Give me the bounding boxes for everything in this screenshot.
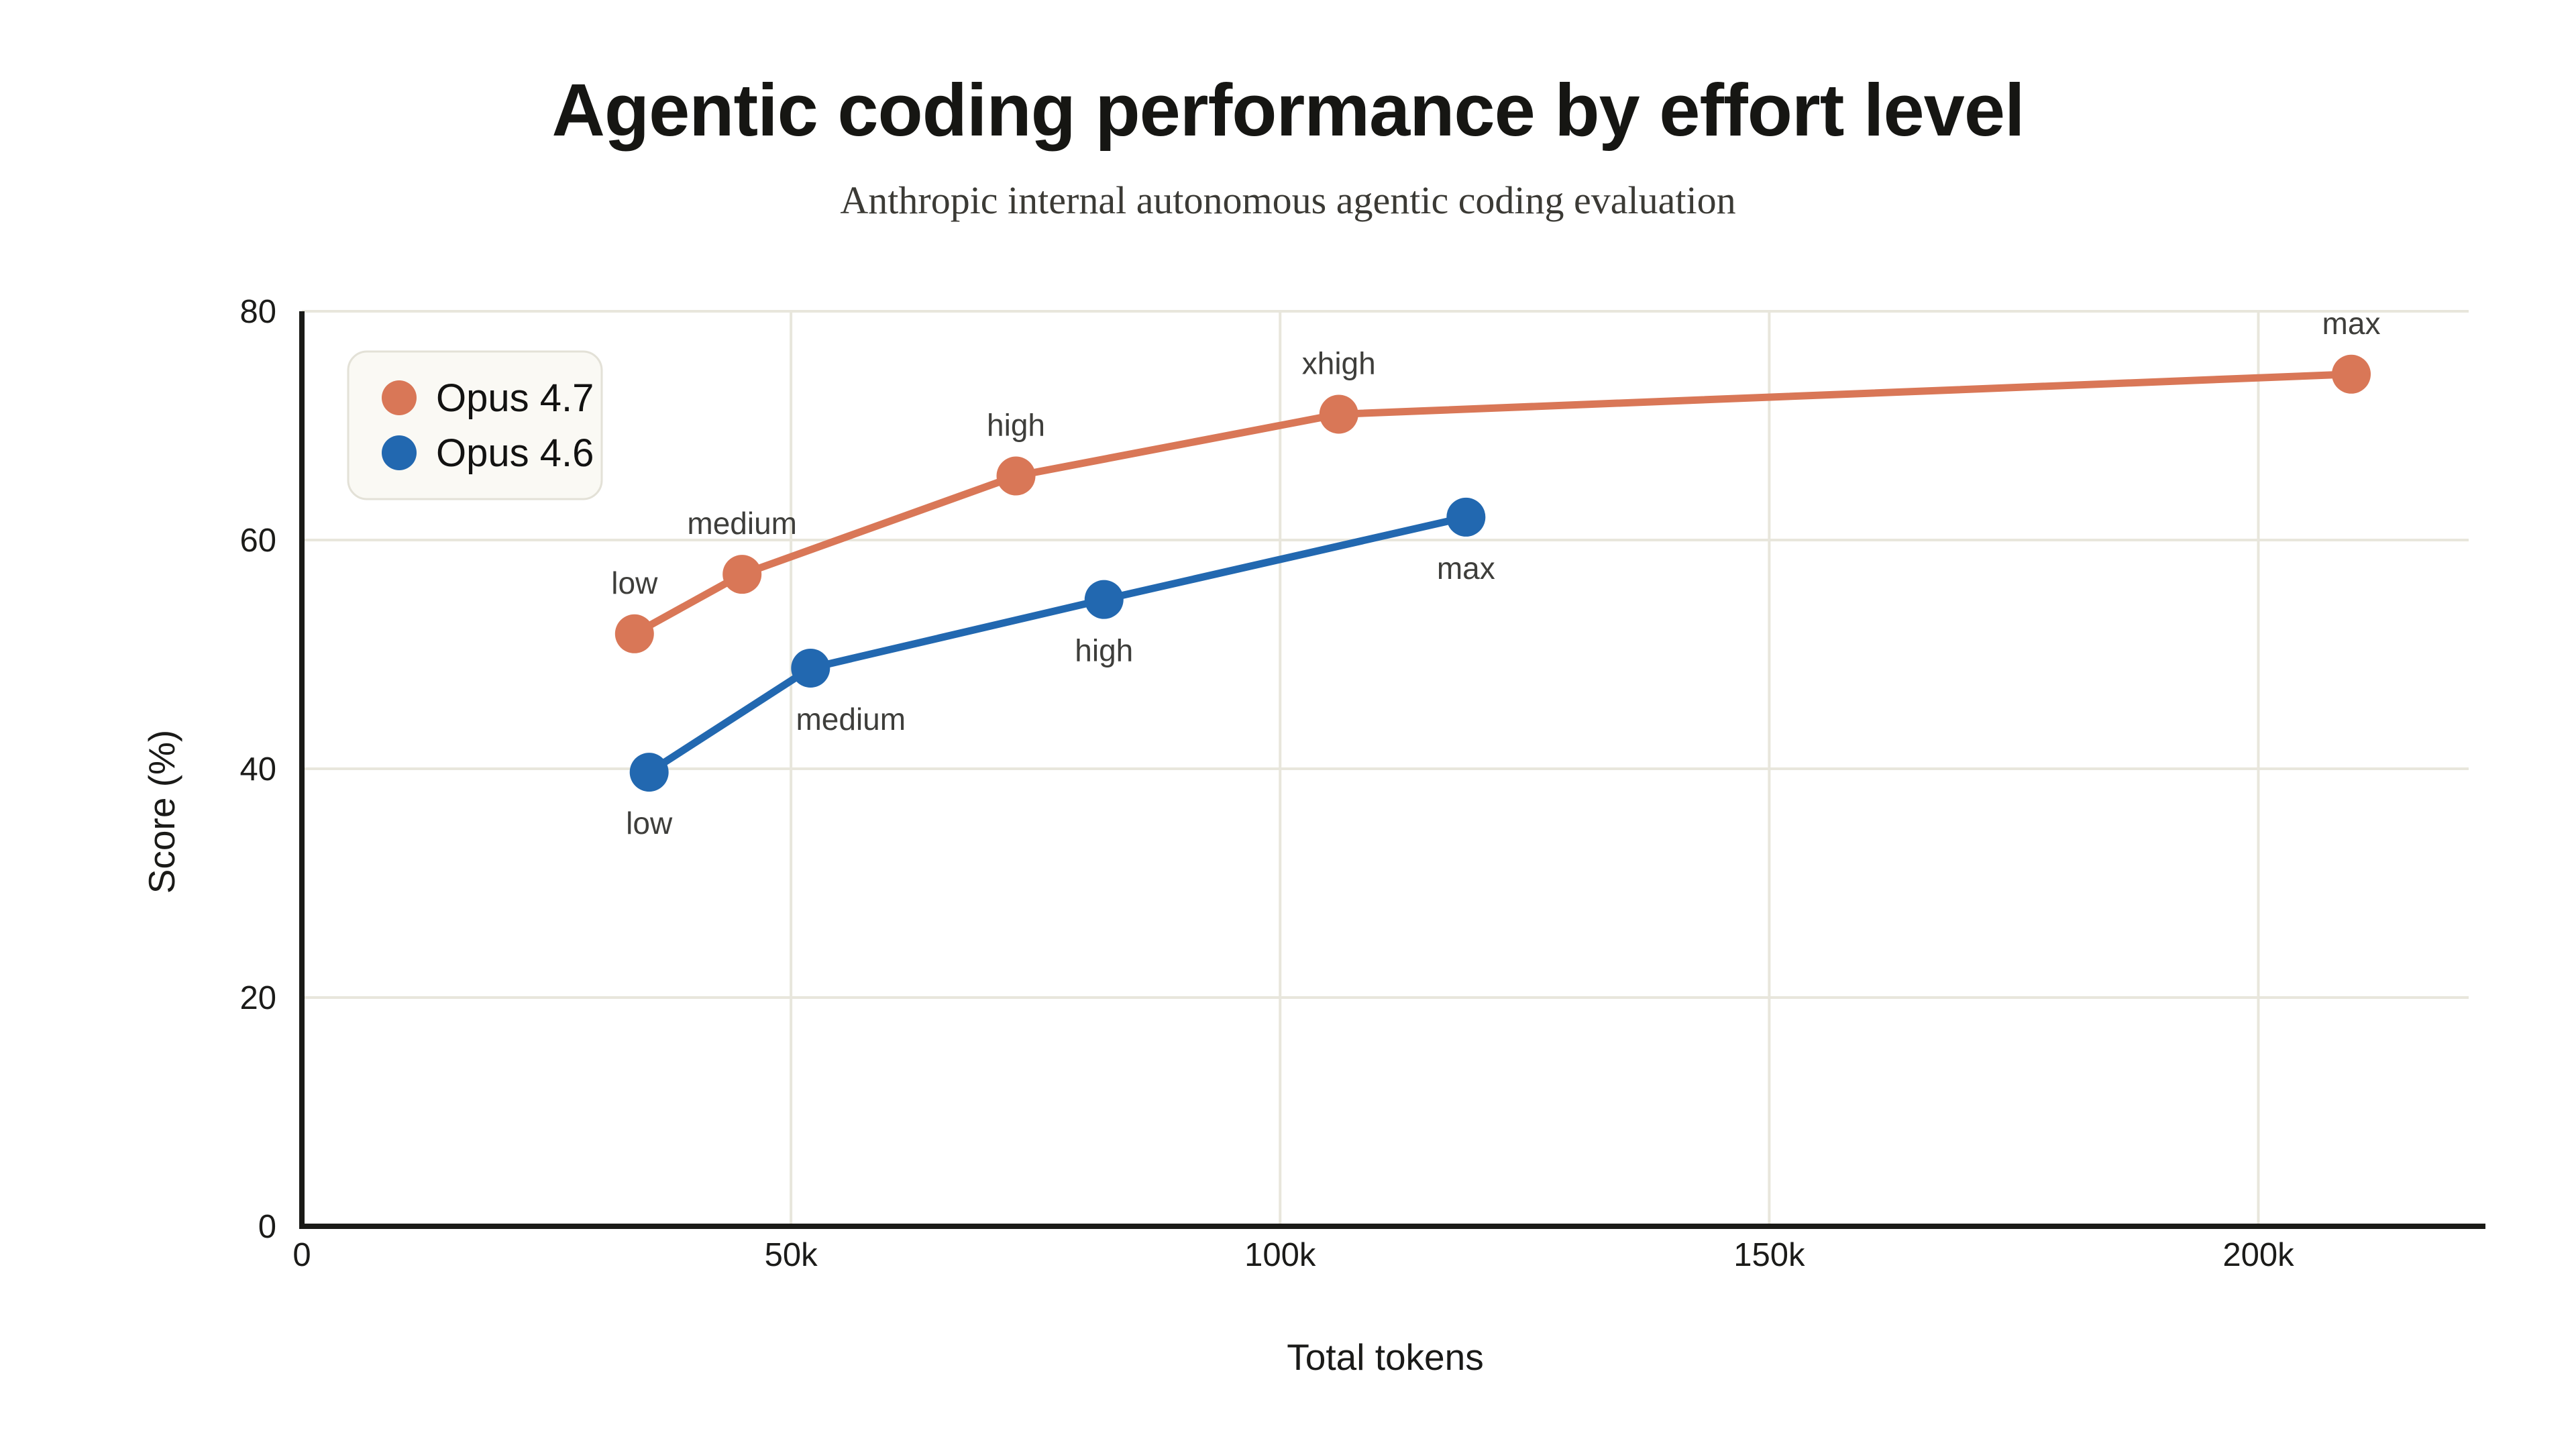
x-tick-label-50k: 50k (765, 1237, 818, 1273)
point-label-opus-4-6-high: high (1075, 633, 1133, 668)
x-axis-title: Total tokens (1287, 1336, 1484, 1378)
data-point-opus-4-6-max (1446, 497, 1486, 537)
data-point-opus-4-7-high (996, 456, 1036, 496)
data-point-opus-4-6-high (1084, 580, 1124, 619)
gridlines (302, 310, 2469, 1226)
data-point-opus-4-6-medium (791, 648, 830, 688)
legend-swatch-opus-4-6 (382, 435, 417, 470)
axis-spines (299, 311, 2485, 1229)
x-tick-label-200k: 200k (2222, 1237, 2294, 1273)
y-tick-label-80: 80 (239, 294, 276, 330)
y-axis-title: Score (%) (141, 730, 182, 894)
y-tick-label-40: 40 (239, 751, 276, 788)
x-tick-label-150k: 150k (1733, 1237, 1805, 1273)
point-label-opus-4-7-xhigh: xhigh (1302, 345, 1376, 380)
data-point-opus-4-7-xhigh (1319, 394, 1358, 434)
chart-title: Agentic coding performance by effort lev… (551, 69, 2024, 152)
series-opus-4-7: low medium high xhigh max (611, 306, 2380, 653)
point-label-opus-4-7-max: max (2322, 306, 2381, 341)
series-line-opus-4-6 (645, 513, 1470, 776)
point-label-opus-4-7-high: high (987, 408, 1045, 443)
series-opus-4-6: low medium high max (626, 497, 1495, 841)
y-tick-label-60: 60 (239, 523, 276, 559)
series-layer: low medium high xhigh max low medium high max (611, 306, 2380, 841)
legend-label-opus-4-6: Opus 4.6 (436, 431, 594, 475)
data-point-opus-4-6-low (629, 753, 669, 792)
data-point-opus-4-7-low (614, 614, 654, 653)
y-tick-label-0: 0 (258, 1209, 276, 1245)
point-label-opus-4-6-max: max (1437, 551, 1495, 586)
point-label-opus-4-6-low: low (626, 806, 673, 841)
point-label-opus-4-7-medium: medium (687, 506, 797, 541)
y-tick-label-20: 20 (239, 980, 276, 1016)
legend-box (347, 350, 603, 500)
legend-label-opus-4-7: Opus 4.7 (436, 376, 594, 420)
point-label-opus-4-6-medium: medium (796, 702, 906, 737)
data-point-opus-4-7-medium (722, 555, 762, 594)
tick-labels: 0 20 40 60 80 0 50k 100k 150k 200k (239, 294, 2294, 1273)
x-tick-label-0: 0 (292, 1237, 311, 1273)
x-tick-label-100k: 100k (1244, 1237, 1316, 1273)
series-line-opus-4-7 (631, 370, 2355, 638)
legend: Opus 4.7 Opus 4.6 (347, 350, 603, 500)
data-point-opus-4-7-max (2332, 354, 2371, 394)
point-label-opus-4-7-low: low (611, 566, 658, 600)
chart-subtitle: Anthropic internal autonomous agentic co… (840, 178, 1735, 222)
legend-swatch-opus-4-7 (382, 380, 417, 415)
